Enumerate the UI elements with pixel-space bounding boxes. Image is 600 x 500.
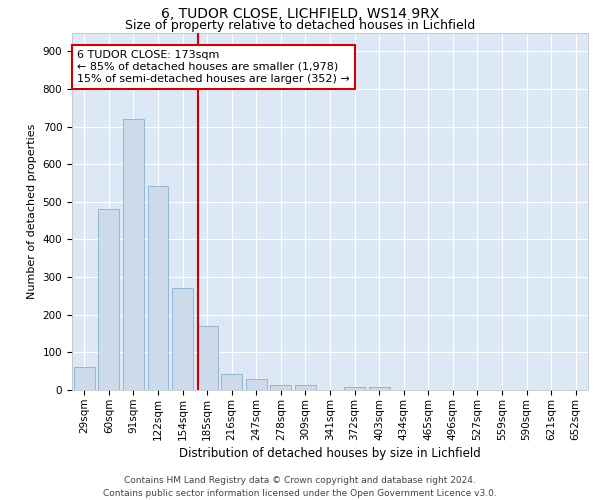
Bar bbox=[344, 387, 365, 390]
Bar bbox=[368, 387, 389, 390]
Y-axis label: Number of detached properties: Number of detached properties bbox=[27, 124, 37, 299]
Text: 6, TUDOR CLOSE, LICHFIELD, WS14 9RX: 6, TUDOR CLOSE, LICHFIELD, WS14 9RX bbox=[161, 8, 439, 22]
Bar bbox=[271, 384, 292, 390]
Text: Size of property relative to detached houses in Lichfield: Size of property relative to detached ho… bbox=[125, 19, 475, 32]
Bar bbox=[172, 288, 193, 390]
Bar bbox=[295, 386, 316, 390]
Text: 6 TUDOR CLOSE: 173sqm
← 85% of detached houses are smaller (1,978)
15% of semi-d: 6 TUDOR CLOSE: 173sqm ← 85% of detached … bbox=[77, 50, 350, 84]
Bar bbox=[148, 186, 169, 390]
Bar bbox=[197, 326, 218, 390]
Bar bbox=[246, 378, 267, 390]
Bar bbox=[98, 208, 119, 390]
Bar bbox=[74, 366, 95, 390]
Bar bbox=[221, 374, 242, 390]
Text: Contains HM Land Registry data © Crown copyright and database right 2024.
Contai: Contains HM Land Registry data © Crown c… bbox=[103, 476, 497, 498]
Bar bbox=[123, 119, 144, 390]
X-axis label: Distribution of detached houses by size in Lichfield: Distribution of detached houses by size … bbox=[179, 446, 481, 460]
